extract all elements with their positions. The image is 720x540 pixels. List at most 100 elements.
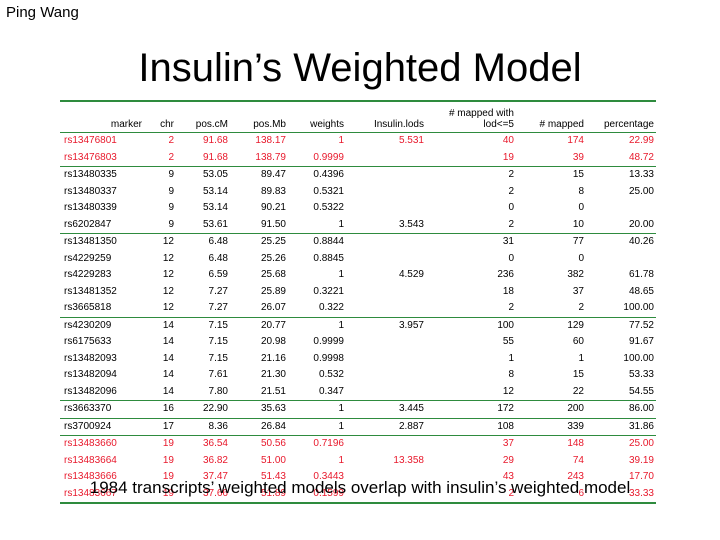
cell-percentage: 91.67	[628, 336, 654, 347]
cell-mapped: 8	[578, 185, 584, 197]
cell-mapped: 39	[572, 151, 584, 163]
cell-marker: rs6202847	[64, 218, 112, 230]
cell-pos-mb: 138.17	[255, 135, 286, 146]
header-pos-cm: pos.cM	[195, 119, 228, 130]
cell-marker: rs13480337	[64, 185, 117, 197]
cell-mapped: 10	[572, 218, 584, 230]
cell-marker: rs13480339	[64, 202, 117, 213]
cell-marker: rs13476801	[64, 135, 117, 146]
cell-marker: rs13483666	[64, 471, 117, 482]
table-row: rs3700924 17 8.36 26.84 1 2.887 108 339 31.86	[60, 418, 656, 436]
cell-marker: rs3665818	[64, 302, 112, 313]
cell-weights: 0.8844	[313, 236, 344, 247]
table-row: rs13481350 12 6.48 25.25 0.8844 31 77 40.26	[60, 233, 656, 251]
cell-weights: 1	[338, 420, 344, 432]
header-mapped-lod: # mapped with lod<=5	[448, 108, 514, 130]
cell-marker: rs13476803	[64, 151, 117, 163]
cell-pos-cm: 22.90	[202, 403, 228, 414]
cell-mapped: 148	[567, 438, 584, 449]
cell-insulin-lods	[346, 300, 426, 317]
cell-marker: rs13483664	[64, 454, 117, 466]
cell-percentage: 25.00	[628, 438, 654, 449]
cell-weights: 0.1599	[313, 487, 344, 499]
cell-mapped-lod: 0	[508, 202, 514, 213]
cell-percentage: 48.72	[628, 151, 654, 163]
cell-mapped: 15	[572, 369, 584, 380]
cell-pos-cm: 6.59	[208, 269, 228, 280]
cell-marker: rs3700924	[64, 420, 112, 432]
cell-chr: 19	[162, 454, 174, 466]
cell-mapped: 15	[572, 169, 584, 180]
table-row: rs13483666 19 37.47 51.43 0.3443 43 243 17.70	[60, 469, 656, 486]
cell-mapped-lod: 18	[502, 285, 514, 297]
cell-pos-mb: 51.89	[260, 487, 286, 499]
cell-insulin-lods: 3.543	[398, 218, 424, 230]
header-percentage: percentage	[603, 119, 654, 130]
table-header-row: marker chr pos.cM pos.Mb weights Insulin…	[60, 101, 656, 133]
cell-chr: 17	[162, 420, 174, 432]
cell-insulin-lods	[346, 351, 426, 368]
cell-weights: 1	[338, 135, 344, 146]
cell-marker: rs13480335	[64, 169, 117, 180]
table-row: rs13483667 19 37.66 51.89 0.1599 2 6 33.33	[60, 486, 656, 503]
cell-mapped: 0	[578, 202, 584, 213]
cell-mapped-lod: 2	[508, 185, 514, 197]
cell-mapped: 37	[572, 285, 584, 297]
cell-marker: rs6175633	[64, 336, 112, 347]
cell-chr: 14	[162, 336, 174, 347]
cell-insulin-lods: 13.358	[393, 454, 424, 466]
cell-percentage	[586, 251, 656, 268]
author-name: Ping Wang	[6, 4, 79, 21]
cell-percentage: 86.00	[628, 403, 654, 414]
cell-pos-cm: 53.61	[202, 218, 228, 230]
cell-pos-cm: 53.14	[202, 202, 228, 213]
header-chr: chr	[160, 119, 174, 130]
cell-pos-cm: 53.05	[202, 169, 228, 180]
cell-weights: 0.8845	[313, 252, 344, 264]
cell-pos-mb: 20.77	[260, 319, 286, 331]
cell-pos-cm: 53.14	[202, 185, 228, 197]
cell-mapped-lod: 100	[497, 319, 514, 331]
cell-weights: 0.7196	[313, 438, 344, 449]
cell-weights: 1	[338, 218, 344, 230]
table-row: rs13476803 2 91.68 138.79 0.9999 19 39 48.72	[60, 150, 656, 167]
cell-marker: rs13483660	[64, 438, 117, 449]
cell-mapped: 129	[567, 319, 584, 331]
cell-pos-mb: 138.79	[255, 151, 286, 163]
cell-pos-mb: 21.51	[260, 385, 286, 397]
cell-weights: 0.347	[318, 385, 344, 397]
cell-percentage: 13.33	[628, 169, 654, 180]
cell-mapped-lod: 172	[497, 403, 514, 414]
table-row: rs13483660 19 36.54 50.56 0.7196 37 148 25.00	[60, 435, 656, 453]
cell-chr: 19	[162, 471, 174, 482]
cell-chr: 9	[168, 185, 174, 197]
cell-marker: rs13481352	[64, 285, 117, 297]
cell-marker: rs13482094	[64, 369, 117, 380]
cell-marker: rs4229283	[64, 269, 112, 280]
cell-pos-mb: 26.84	[260, 420, 286, 432]
cell-weights: 1	[338, 319, 344, 331]
cell-mapped-lod: 108	[497, 420, 514, 432]
cell-mapped: 1	[578, 352, 584, 364]
cell-pos-cm: 8.36	[208, 420, 228, 432]
slide-title: Insulin’s Weighted Model	[138, 46, 582, 90]
cell-insulin-lods	[346, 167, 426, 184]
cell-insulin-lods: 3.445	[398, 403, 424, 414]
cell-percentage: 17.70	[628, 471, 654, 482]
cell-pos-mb: 25.68	[260, 269, 286, 280]
cell-insulin-lods	[346, 334, 426, 351]
cell-chr: 9	[168, 202, 174, 213]
cell-mapped-lod: 2	[508, 169, 514, 180]
table-row: rs13476801 2 91.68 138.17 1 5.531 40 174 22.99	[60, 133, 656, 150]
cell-chr: 14	[162, 385, 174, 397]
table-row: rs3665818 12 7.27 26.07 0.322 2 2 100.00	[60, 300, 656, 317]
header-pos-mb: pos.Mb	[253, 119, 286, 130]
cell-chr: 19	[162, 438, 174, 449]
table-row: rs6175633 14 7.15 20.98 0.9999 55 60 91.67	[60, 334, 656, 351]
cell-weights: 0.5321	[313, 185, 344, 197]
cell-pos-mb: 51.43	[260, 471, 286, 482]
cell-mapped-lod: 2	[508, 302, 514, 313]
cell-percentage: 40.26	[628, 236, 654, 247]
cell-percentage: 100.00	[623, 352, 654, 364]
cell-chr: 14	[162, 319, 174, 331]
